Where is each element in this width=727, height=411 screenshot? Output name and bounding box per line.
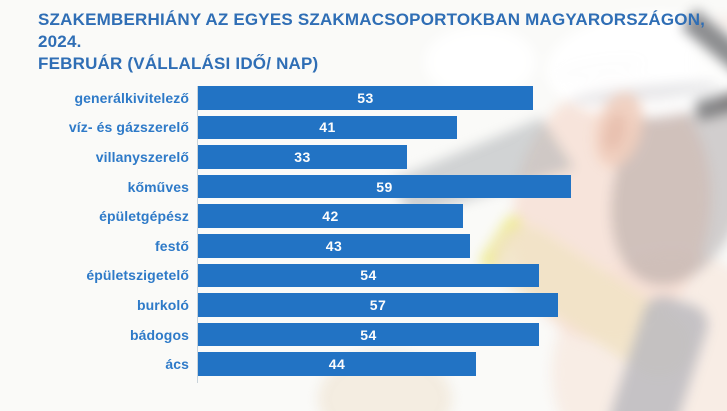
chart-title: SZAKEMBERHIÁNY AZ EGYES SZAKMACSOPORTOKB…: [38, 9, 708, 75]
chart-title-line1: SZAKEMBERHIÁNY AZ EGYES SZAKMACSOPORTOKB…: [38, 10, 706, 51]
bar-label: bádogos: [129, 326, 189, 343]
bar-row: kőműves 59: [0, 174, 727, 199]
y-axis-line: [197, 86, 198, 383]
bar: 57: [198, 293, 558, 317]
bar-value: 59: [376, 178, 393, 195]
chart-title-line2: FEBRUÁR (VÁLLALÁSI IDŐ/ NAP): [38, 54, 319, 73]
bar-row: víz- és gázszerelő 41: [0, 115, 727, 140]
bar-label: villanyszerelő: [95, 148, 189, 165]
bar-row: épületgépész 42: [0, 204, 727, 228]
bar-label: víz- és gázszerelő: [68, 119, 189, 136]
bar-value: 42: [322, 208, 339, 225]
bar-row: villanyszerelő 33: [0, 145, 727, 169]
bar: 42: [198, 204, 463, 228]
bar: 33: [198, 145, 407, 169]
bar: 44: [198, 352, 476, 376]
bar-label: ács: [165, 356, 189, 373]
bar-value: 33: [294, 148, 311, 165]
bar: 54: [198, 263, 539, 288]
bar-chart: generálkivitelező 53 víz- és gázszerelő 41 v…: [0, 86, 727, 382]
bar: 54: [198, 322, 539, 347]
bar-value: 54: [360, 326, 377, 343]
bar-row: bádogos 54: [0, 322, 727, 347]
bar-value: 54: [360, 267, 377, 284]
bar-label: festő: [155, 237, 189, 254]
bar-value: 43: [325, 237, 343, 254]
bar-row: generálkivitelező 53: [0, 86, 727, 110]
bar-label: épületszigetelő: [86, 267, 189, 284]
bar-value: 57: [369, 296, 387, 313]
bar-row: ács 44: [0, 352, 727, 376]
bar: 43: [198, 233, 470, 258]
bar-row: épületszigetelő 54: [0, 263, 727, 288]
bar-label: burkoló: [136, 296, 189, 313]
bar-row: burkoló 57: [0, 293, 727, 317]
bar-value: 53: [357, 89, 374, 106]
bar-label: épületgépész: [99, 208, 189, 225]
bar-value: 41: [319, 119, 336, 136]
bar: 53: [198, 86, 533, 110]
bar-label: generálkivitelező: [74, 89, 189, 106]
bar: 59: [198, 174, 571, 199]
bar-value: 44: [328, 356, 346, 373]
bar: 41: [198, 115, 457, 140]
bar-row: festő 43: [0, 233, 727, 258]
bar-label: kőműves: [127, 178, 189, 195]
